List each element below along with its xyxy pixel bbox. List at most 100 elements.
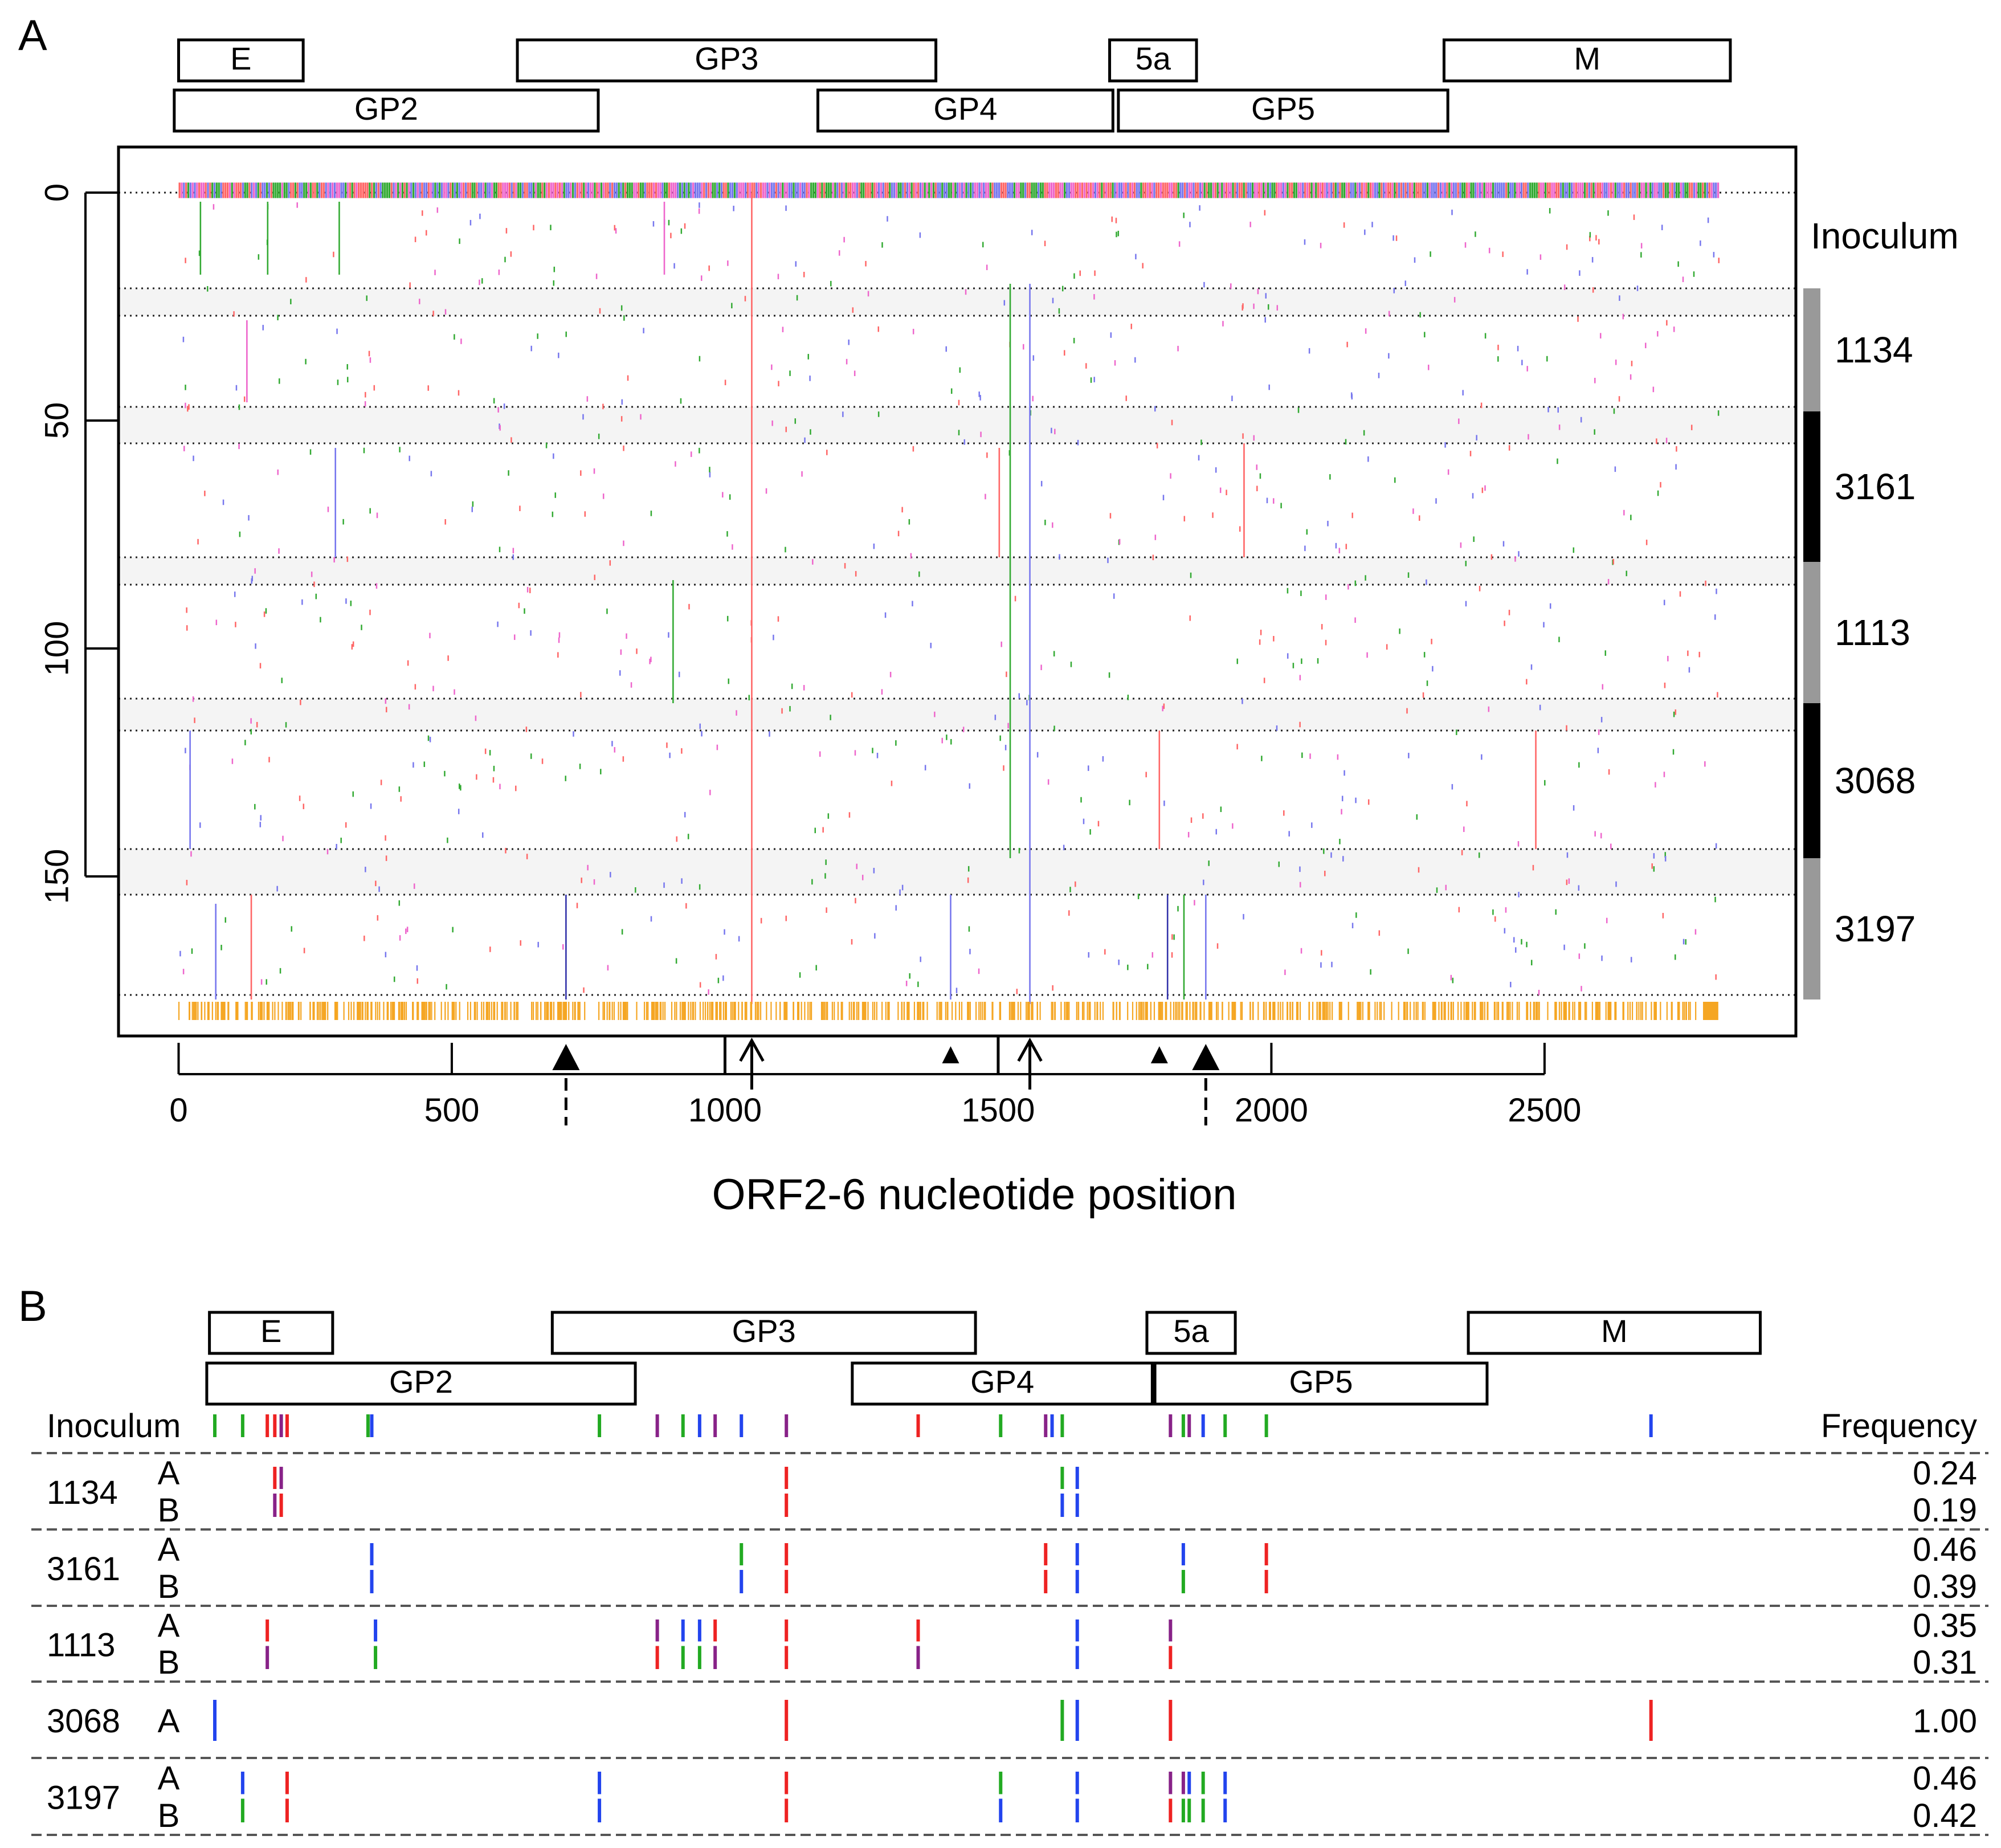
reference-sequence-cell [812, 182, 815, 198]
reference-sequence-cell [1634, 182, 1636, 198]
reference-sequence-cell [934, 182, 937, 198]
reference-sequence-cell [1334, 182, 1337, 198]
reference-sequence-cell [1313, 182, 1315, 198]
reference-sequence-cell [1660, 182, 1663, 198]
haplotype-frequency: 0.24 [1913, 1455, 1977, 1492]
reference-sequence-cell [1619, 182, 1621, 198]
reference-sequence-cell [563, 182, 565, 198]
reference-sequence-cell [1689, 182, 1691, 198]
reference-sequence-cell [919, 182, 922, 198]
reference-sequence-cell [482, 182, 484, 198]
reference-sequence-cell [694, 182, 697, 198]
reference-sequence-cell [836, 182, 839, 198]
reference-sequence-cell [1616, 182, 1619, 198]
reference-sequence-cell [322, 182, 325, 198]
reference-sequence-cell [205, 182, 207, 198]
inoculum-label-1134: 1134 [1835, 329, 1913, 370]
reference-sequence-cell [196, 182, 198, 198]
b-gene-box-gp5 [1153, 1361, 1489, 1406]
reference-sequence-cell [1009, 182, 1011, 198]
reference-sequence-cell [1418, 182, 1420, 198]
reference-sequence-cell [1549, 182, 1551, 198]
triangle-marker-small [1150, 1046, 1168, 1063]
haplotype-frequency: 0.39 [1913, 1568, 1977, 1605]
reference-sequence-cell [262, 182, 264, 198]
reference-sequence-cell [793, 182, 795, 198]
reference-sequence-cell [904, 182, 906, 198]
x-axis-tick-label: 0 [169, 1092, 187, 1129]
reference-sequence-cell [1612, 182, 1615, 198]
reference-sequence-cell [356, 182, 358, 198]
reference-sequence-cell [1601, 182, 1603, 198]
inoculum-label-3161: 3161 [1835, 466, 1916, 507]
reference-sequence-cell [194, 182, 196, 198]
reference-sequence-cell [1094, 182, 1096, 198]
reference-sequence-cell [1271, 182, 1273, 198]
reference-sequence-cell [320, 182, 323, 198]
reference-sequence-cell [427, 182, 430, 198]
reference-sequence-cell [1127, 182, 1129, 198]
haplotype-group-3161: 3161 [47, 1551, 120, 1588]
reference-sequence-cell [858, 182, 860, 198]
reference-sequence-cell [1212, 182, 1215, 198]
reference-sequence-cell [436, 182, 439, 198]
reference-sequence-cell [1444, 182, 1446, 198]
reference-sequence-cell [1494, 182, 1496, 198]
reference-sequence-cell [1352, 182, 1354, 198]
reference-sequence-cell [226, 182, 229, 198]
reference-sequence-cell [876, 182, 878, 198]
reference-sequence-cell [869, 182, 871, 198]
reference-sequence-cell [340, 182, 342, 198]
reference-sequence-cell [316, 182, 318, 198]
reference-sequence-cell [665, 182, 668, 198]
reference-sequence-cell [215, 182, 218, 198]
reference-sequence-cell [1588, 182, 1590, 198]
reference-sequence-cell [1671, 182, 1673, 198]
reference-sequence-cell [445, 182, 447, 198]
reference-sequence-cell [364, 182, 366, 198]
reference-sequence-cell [1501, 182, 1503, 198]
reference-sequence-cell [801, 182, 803, 198]
reference-sequence-cell [1463, 182, 1466, 198]
reference-sequence-cell [996, 182, 998, 198]
reference-sequence-cell [257, 182, 259, 198]
reference-sequence-cell [1332, 182, 1335, 198]
reference-sequence-cell [178, 182, 181, 198]
reference-sequence-cell [1269, 182, 1271, 198]
reference-sequence-cell [777, 182, 779, 198]
reference-sequence-cell [1492, 182, 1494, 198]
reference-sequence-cell [877, 182, 880, 198]
reference-sequence-cell [1649, 182, 1652, 198]
reference-sequence-cell [1483, 182, 1485, 198]
reference-sequence-cell [406, 182, 408, 198]
reference-sequence-cell [1669, 182, 1671, 198]
reference-sequence-cell [860, 182, 863, 198]
reference-sequence-cell [244, 182, 246, 198]
reference-sequence-cell [1039, 182, 1042, 198]
inoculum-sidebar-title: Inoculum [1811, 215, 1959, 256]
reference-sequence-cell [1201, 182, 1203, 198]
reference-sequence-cell [1520, 182, 1522, 198]
reference-sequence-cell [1551, 182, 1553, 198]
reference-sequence-cell [1253, 182, 1256, 198]
reference-sequence-cell [1153, 182, 1155, 198]
reference-sequence-cell [1387, 182, 1389, 198]
reference-sequence-cell [1684, 182, 1686, 198]
reference-sequence-cell [1396, 182, 1398, 198]
reference-sequence-cell [906, 182, 909, 198]
reference-sequence-cell [1514, 182, 1516, 198]
reference-sequence-cell [517, 182, 520, 198]
reference-sequence-cell [917, 182, 920, 198]
reference-sequence-cell [1630, 182, 1632, 198]
reference-sequence-cell [1489, 182, 1492, 198]
haplotype-label: B [158, 1568, 180, 1605]
reference-sequence-cell [1695, 182, 1697, 198]
reference-sequence-cell [1400, 182, 1403, 198]
reference-sequence-cell [1566, 182, 1569, 198]
reference-sequence-cell [1647, 182, 1649, 198]
reference-sequence-cell [1573, 182, 1575, 198]
reference-sequence-cell [290, 182, 292, 198]
reference-sequence-cell [1347, 182, 1350, 198]
reference-sequence-cell [1098, 182, 1101, 198]
reference-sequence-cell [1063, 182, 1066, 198]
